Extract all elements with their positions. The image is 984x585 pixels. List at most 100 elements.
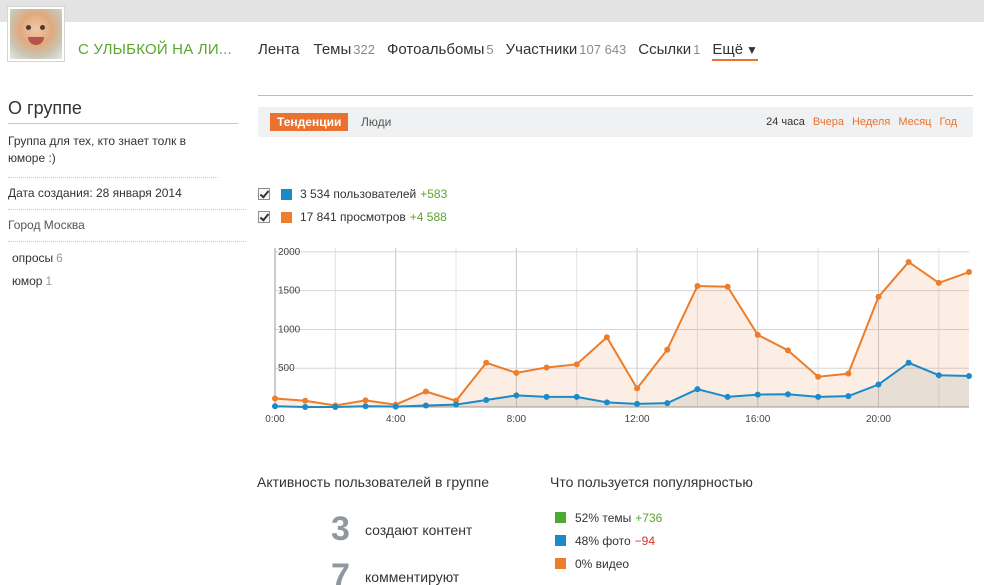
data-point [935, 372, 942, 379]
data-point [815, 373, 822, 380]
y-tick-label: 1500 [278, 286, 301, 297]
views-legend-text: 17 841 просмотров [300, 210, 406, 224]
period-selector: 24 часа Вчера Неделя Месяц Год [766, 116, 957, 128]
tag-label: юмор [12, 274, 43, 288]
activity-label: создают контент [365, 521, 473, 538]
activity-number: 7 [331, 557, 350, 585]
nav-item-label: Темы [313, 41, 352, 58]
group-name[interactable]: С УЛЫБКОЙ НА ЛИ... [78, 41, 232, 58]
data-point [513, 369, 520, 376]
legend-views: 17 841 просмотров +4 588 [258, 209, 447, 225]
y-tick-label: 500 [278, 363, 295, 374]
x-tick-label: 16:00 [745, 414, 770, 425]
data-point [603, 334, 610, 341]
popularity-title: Что пользуется популярностью [550, 474, 753, 490]
data-point [483, 397, 490, 404]
period-yesterday[interactable]: Вчера [812, 116, 844, 128]
data-point [272, 403, 278, 410]
data-point [935, 279, 942, 286]
data-point [754, 391, 761, 398]
nav-item-label: Ссылки [638, 41, 692, 58]
period-24h[interactable]: 24 часа [766, 116, 805, 128]
data-point [422, 388, 429, 395]
data-point [875, 293, 882, 300]
group-description-text: Группа для тех, кто знает толк в юморе :… [8, 134, 187, 165]
tag-label: опросы [12, 251, 54, 265]
tag-count: 1 [45, 274, 53, 288]
nav-item-count: 1 [693, 42, 701, 57]
data-point [694, 283, 701, 290]
baby-avatar-icon [10, 9, 62, 59]
data-point [603, 399, 610, 406]
popularity-delta: +736 [635, 510, 663, 525]
tag-item[interactable]: опросы 6 [12, 251, 238, 265]
trend-chart-svg: 2000 1500 1000 500 0:00 4:00 8:00 12:00 16:00 20:… [265, 247, 972, 425]
popularity-row: 48% фото −94 [555, 533, 662, 548]
group-avatar[interactable] [7, 6, 65, 62]
period-month[interactable]: Месяц [898, 116, 932, 128]
tag-item[interactable]: юмор 1 [12, 274, 238, 288]
data-point [362, 403, 369, 410]
group-description: Группа для тех, кто знает толк в юморе :… [8, 133, 218, 178]
data-point [332, 404, 339, 410]
data-point [362, 397, 369, 404]
x-tick-label: 4:00 [386, 414, 406, 425]
tab-people[interactable]: Люди [361, 115, 392, 129]
views-delta: +4 588 [409, 210, 447, 224]
tag-count: 6 [56, 251, 63, 265]
data-point [573, 393, 580, 400]
popularity-row: 0% видео [555, 556, 662, 571]
data-point [905, 258, 912, 265]
popularity-text: 52% темы [575, 510, 632, 525]
caret-down-icon: ▼ [746, 43, 758, 57]
nav-item-label: Фотоальбомы [386, 41, 485, 58]
nav-more-button[interactable]: Ещё ▼ [712, 41, 758, 61]
nav-item-topics[interactable]: Темы 322 [314, 41, 375, 61]
users-legend-text: 3 534 пользователей [300, 187, 417, 201]
legend-users: 3 534 пользователей +583 [258, 186, 447, 202]
data-point [573, 361, 580, 368]
tab-trends[interactable]: Тенденции [270, 113, 349, 131]
data-point [784, 347, 791, 354]
data-point [453, 401, 460, 408]
data-point [815, 393, 822, 400]
trend-chart: 2000 1500 1000 500 0:00 4:00 8:00 12:00 16:00 20:… [258, 240, 973, 430]
period-year[interactable]: Год [939, 116, 957, 128]
nav-item-count: 5 [486, 42, 494, 57]
series-area [275, 261, 969, 407]
nav-item-photoalbums[interactable]: Фотоальбомы 5 [387, 41, 494, 61]
activity-title: Активность пользователей в группе [257, 474, 489, 490]
data-point [422, 402, 429, 409]
data-point [634, 385, 641, 392]
data-point [754, 331, 761, 338]
main-nav: Лента Темы 322 Фотоальбомы 5 Участники 107 … [258, 41, 758, 61]
data-point [302, 404, 309, 410]
series-line [274, 260, 970, 407]
data-point [664, 400, 671, 407]
data-point [272, 395, 278, 402]
activity-label: комментируют [365, 568, 460, 585]
nav-item-label: Лента [258, 41, 300, 58]
nav-item-members[interactable]: Участники 107 643 [506, 41, 627, 61]
data-point [694, 386, 701, 393]
group-city: Город Москва [8, 210, 246, 242]
data-point [784, 391, 791, 398]
users-checkbox[interactable] [258, 188, 270, 200]
y-tick-label: 1000 [278, 324, 301, 335]
data-point [543, 364, 550, 371]
popularity-text: 48% фото [575, 533, 631, 548]
popularity-text: 0% видео [575, 556, 630, 571]
data-point [875, 381, 882, 388]
activity-row: 3 создают контент [331, 510, 472, 549]
data-point [483, 359, 490, 366]
sidebar-title: О группе [8, 98, 238, 124]
activity-number: 3 [331, 510, 350, 548]
period-week[interactable]: Неделя [851, 116, 891, 128]
views-color-swatch [281, 211, 292, 223]
popularity-list: 52% темы +736 48% фото −94 0% видео [555, 510, 662, 579]
x-tick-label: 0:00 [265, 414, 285, 425]
nav-item-feed[interactable]: Лента [258, 41, 302, 61]
sidebar-about: О группе Группа для тех, кто знает толк … [8, 98, 246, 297]
nav-item-links[interactable]: Ссылки 1 [638, 41, 700, 61]
views-checkbox[interactable] [258, 211, 270, 223]
